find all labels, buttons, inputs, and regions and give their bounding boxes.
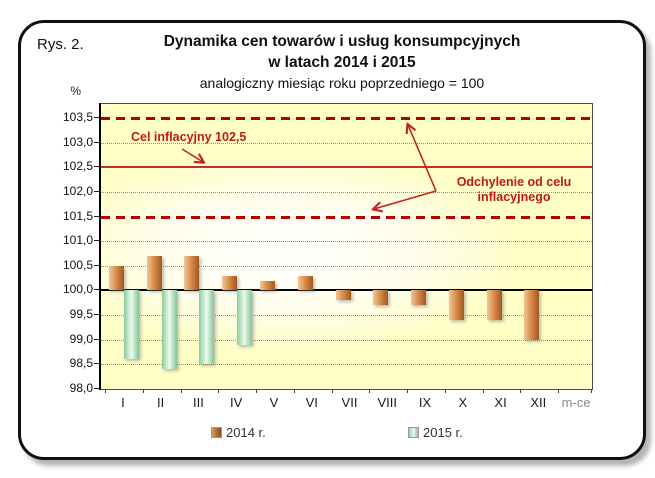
bar-2014-X [448, 290, 464, 321]
x-tick-label-IX: IX [418, 395, 432, 410]
gridline-98,5 [101, 364, 592, 366]
gridline-99,0 [101, 339, 592, 341]
legend-marker-2014-icon [211, 427, 222, 438]
x-tick-label-X: X [458, 395, 468, 410]
chart-title-line1: Dynamika cen towarów i usług konsumpcyjn… [163, 33, 521, 50]
gridline-101,0 [101, 241, 592, 243]
chart-title-line2: w latach 2014 i 2015 [268, 54, 416, 71]
x-tick-label-XII: XII [530, 395, 547, 410]
bar-2014-III [184, 255, 200, 291]
y-tick-label: 98,0 [69, 381, 93, 395]
chart-legend: 2014 r. 2015 r. [21, 425, 643, 443]
x-boundary-tick [444, 389, 446, 393]
x-tick-label-XI: XI [494, 395, 507, 410]
x-boundary-tick [407, 389, 409, 393]
x-tick-label-II: II [157, 395, 165, 410]
y-tick-label: 103,5 [62, 110, 93, 124]
x-tick-label-V: V [269, 395, 279, 410]
bar-2014-IV [222, 275, 238, 291]
y-tick-label: 103,0 [62, 134, 93, 149]
chart-subtitle: analogiczny miesiąc roku poprzedniego = … [199, 75, 485, 91]
annotation-deviation-line1: Odchylenie od celu [456, 175, 572, 189]
x-boundary-tick [591, 389, 592, 393]
x-boundary-tick [142, 389, 144, 393]
x-boundary-tick [293, 389, 295, 393]
gridline-102,0 [101, 191, 592, 193]
y-tick-label: 99,0 [69, 331, 93, 346]
bar-2014-XI [486, 290, 502, 321]
y-tick-label: 102,5 [62, 159, 93, 174]
figure-label: Rys. 2. [37, 36, 84, 53]
x-tick-label-IV: IV [230, 395, 243, 410]
y-axis-line [99, 103, 101, 390]
x-boundary-tick [482, 389, 484, 393]
y-tick-mark [94, 166, 100, 168]
y-tick-label: 99,5 [69, 307, 93, 322]
y-tick-mark [94, 215, 100, 217]
y-tick-label: 101,5 [62, 208, 93, 223]
bar-2015-I [123, 290, 139, 360]
bar-2014-VI [297, 275, 313, 291]
bar-2015-II [161, 290, 177, 370]
bar-2014-VII [335, 290, 351, 301]
gridline-100,5 [101, 265, 592, 267]
bar-2014-IX [411, 290, 427, 306]
gridline-99,5 [101, 315, 592, 317]
y-tick-mark [94, 190, 100, 192]
bar-2014-XII [524, 290, 540, 340]
legend-item-2014: 2014 r. [211, 425, 266, 440]
x-tick-label-I: I [121, 395, 125, 410]
y-tick-label: 100,5 [62, 257, 93, 272]
bar-2015-IV [237, 290, 253, 345]
x-boundary-tick [256, 389, 258, 393]
x-tick-label-VI: VI [305, 395, 318, 410]
x-boundary-tick [105, 389, 106, 393]
y-tick-mark [94, 289, 100, 291]
figure-frame: Rys. 2. Dynamika cen towarów i usług kon… [18, 20, 646, 460]
bar-2014-V [259, 280, 275, 291]
x-tick-label-III: III [193, 395, 204, 410]
annotation-inflation-target: Cel inflacyjny 102,5 [131, 130, 247, 144]
reference-line-103,5 [101, 117, 592, 120]
bar-2014-VIII [373, 290, 389, 306]
x-tick-label-VII: VII [341, 395, 358, 410]
annotation-deviation-line2: inflacyjnego [477, 190, 551, 204]
y-tick-mark [94, 141, 100, 143]
plot-area [99, 103, 593, 393]
y-tick-mark [94, 240, 100, 242]
legend-label-2014: 2014 r. [226, 425, 266, 440]
chart-title: Dynamika cen towarów i usług konsumpcyjn… [61, 31, 623, 94]
reference-line-102,5 [101, 166, 592, 169]
x-boundary-tick [180, 389, 182, 393]
x-boundary-tick [520, 389, 522, 393]
y-tick-label: 100,0 [62, 282, 93, 297]
x-axis-unit-label: m-ce [561, 395, 591, 410]
bar-2015-III [199, 290, 215, 365]
y-tick-mark [94, 314, 100, 316]
x-boundary-tick [369, 389, 371, 393]
y-tick-mark [94, 117, 100, 118]
legend-item-2015: 2015 r. [408, 425, 463, 440]
legend-marker-2015-icon [408, 427, 419, 438]
gridline-103,0 [101, 142, 592, 144]
y-tick-label: 102,0 [62, 183, 93, 198]
x-boundary-tick [558, 389, 560, 393]
legend-label-2015: 2015 r. [423, 425, 463, 440]
bar-2014-I [108, 265, 124, 291]
y-tick-label: 98,5 [69, 356, 93, 371]
y-tick-label: 101,0 [62, 233, 93, 248]
y-tick-mark [94, 264, 100, 266]
reference-line-101,5 [101, 215, 592, 219]
y-tick-mark [94, 363, 100, 365]
bar-2014-II [146, 255, 162, 291]
x-boundary-tick [218, 389, 220, 393]
y-axis-unit-label: % [70, 84, 81, 98]
annotation-deviation: Odchylenie od celu inflacyjnego [439, 175, 589, 205]
y-tick-mark [94, 388, 100, 389]
x-boundary-tick [331, 389, 333, 393]
y-tick-mark [94, 338, 100, 340]
x-tick-label-VIII: VIII [377, 395, 398, 410]
